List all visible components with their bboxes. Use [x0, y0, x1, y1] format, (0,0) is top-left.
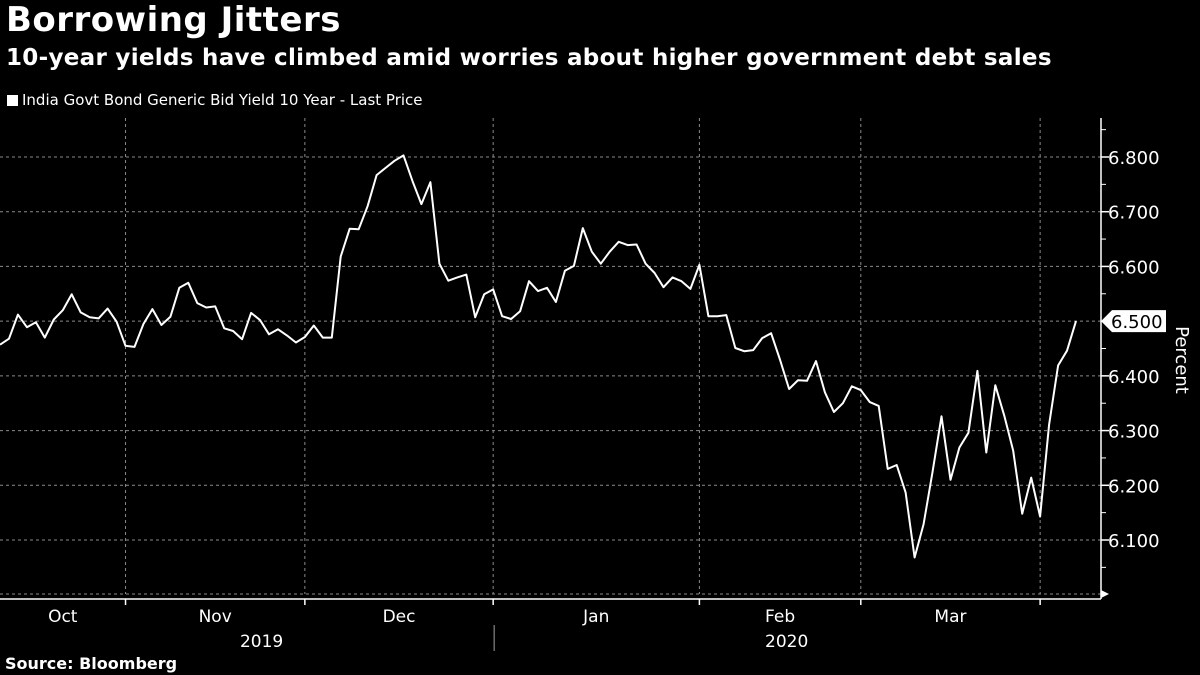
legend-swatch	[7, 94, 18, 106]
last-value-badge	[1101, 310, 1166, 333]
series-line	[0, 154, 1077, 559]
x-month-label: Jan	[582, 607, 609, 627]
gridlines	[0, 118, 1101, 595]
y-tick-label: 6.200	[1108, 476, 1160, 497]
y-axis-ticks: 6.100 6.200 6.300 6.400 6.600 6.700 6.800	[1101, 129, 1160, 568]
legend: India Govt Bond Generic Bid Yield 10 Yea…	[7, 91, 423, 109]
source-note: Source: Bloomberg	[5, 654, 178, 673]
x-axis-ticks: Oct Nov Dec Jan Feb Mar 2019 2020	[48, 599, 1041, 652]
last-value-marker: 6.500	[1101, 310, 1166, 333]
x-month-label: Oct	[48, 607, 78, 627]
y-tick-label: 6.800	[1108, 148, 1160, 169]
y-axis-base-arrow	[1101, 590, 1109, 598]
x-month-label: Mar	[934, 607, 966, 627]
y-tick-label: 6.700	[1108, 203, 1160, 224]
chart-subtitle: 10-year yields have climbed amid worries…	[6, 45, 1052, 71]
y-axis-label: Percent	[1171, 326, 1192, 394]
y-tick-label: 6.600	[1108, 257, 1160, 278]
x-month-label: Nov	[199, 607, 232, 627]
chart-title: Borrowing Jitters	[6, 0, 341, 40]
legend-label: India Govt Bond Generic Bid Yield 10 Yea…	[22, 91, 423, 109]
x-year-label: 2019	[240, 632, 283, 652]
axes	[0, 118, 1109, 600]
x-month-label: Feb	[765, 607, 795, 627]
y-tick-label: 6.400	[1108, 367, 1160, 388]
x-month-label: Dec	[383, 607, 416, 627]
y-tick-label: 6.300	[1108, 422, 1160, 443]
last-value-label: 6.500	[1111, 312, 1163, 333]
y-tick-label: 6.100	[1108, 531, 1160, 552]
x-year-label: 2020	[765, 632, 808, 652]
